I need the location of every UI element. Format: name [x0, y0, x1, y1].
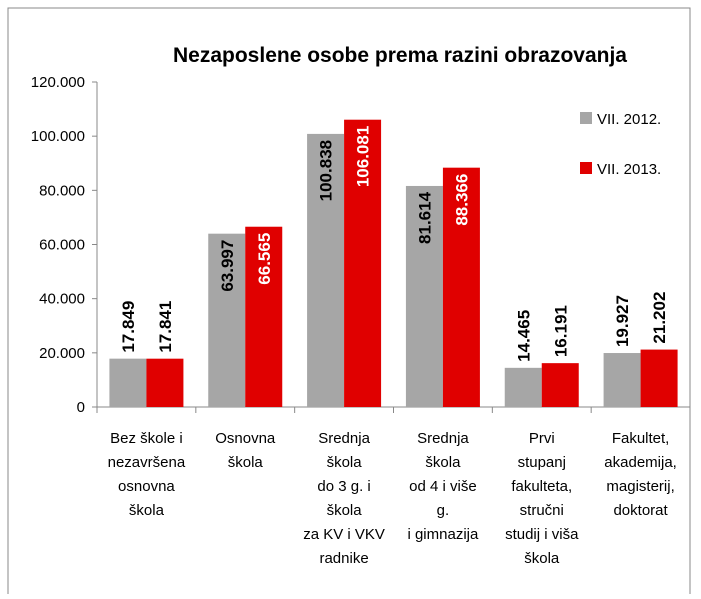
y-tick-label: 40.000: [39, 291, 85, 308]
x-tick-label: Osnovna škola: [215, 430, 276, 471]
x-tick-label-line: osnovna: [118, 478, 175, 495]
bar: [245, 226, 283, 407]
value-label: 66.565: [255, 233, 274, 285]
x-tick-label-line: magisterij,: [606, 478, 674, 495]
x-tick-label-line: Fakultet,: [612, 430, 670, 447]
value-label: 100.838: [317, 140, 336, 201]
x-tick-label-line: škola: [129, 502, 165, 519]
legend-swatch: [580, 162, 592, 174]
bar: [208, 233, 246, 407]
value-label: 17.849: [119, 301, 138, 353]
bar: [504, 367, 542, 407]
bar: [146, 358, 184, 407]
value-label: 88.366: [452, 174, 471, 226]
x-tick-label: Bez škole i nezavršena osnovna škola: [108, 430, 186, 519]
value-label: 17.841: [156, 301, 175, 353]
x-tick-label-line: Srednja: [318, 430, 370, 447]
bar: [109, 358, 147, 407]
x-tick-label: Srednja škola od 4 i više g. i gimnazija: [407, 430, 479, 543]
x-tick-label-line: fakulteta,: [511, 478, 572, 495]
value-label: 19.927: [613, 295, 632, 347]
value-label: 106.081: [354, 126, 373, 187]
y-tick-label: 20.000: [39, 345, 85, 362]
legend-label: VII. 2013.: [597, 161, 661, 178]
bar: [307, 133, 345, 407]
y-tick-label: 80.000: [39, 182, 85, 199]
x-tick-label: Prvi stupanj fakulteta, stručni studij i viš…: [505, 430, 579, 567]
x-tick-label-line: škola: [228, 454, 264, 471]
x-tick-label-line: g.: [437, 502, 450, 519]
bar: [541, 363, 579, 407]
y-tick-label: 60.000: [39, 237, 85, 254]
x-tick-label-line: škola: [327, 454, 363, 471]
x-tick-label-line: Prvi: [529, 430, 555, 447]
bar: [640, 349, 678, 407]
x-tick-label-line: akademija,: [604, 454, 677, 471]
x-tick-label-line: radnike: [319, 550, 368, 567]
x-tick-label-line: od 4 i više: [409, 478, 477, 495]
x-tick-label-line: studij i viša: [505, 526, 579, 543]
value-label: 81.614: [415, 191, 434, 244]
x-tick-label-line: nezavršena: [108, 454, 186, 471]
y-tick-label: 0: [77, 399, 85, 416]
x-tick-label-line: i gimnazija: [407, 526, 479, 543]
x-tick-label: Fakultet, akademija, magisterij, doktorat: [604, 430, 677, 519]
x-tick-label-line: škola: [524, 550, 560, 567]
legend-label: VII. 2012.: [597, 111, 661, 128]
chart-title: Nezaposlene osobe prema razini obrazovan…: [173, 44, 627, 67]
x-tick-label-line: škola: [327, 502, 363, 519]
x-tick-label-line: stupanj: [518, 454, 566, 471]
value-label: 14.465: [514, 310, 533, 362]
x-tick-label-line: Srednja: [417, 430, 469, 447]
x-tick-label-line: do 3 g. i: [317, 478, 370, 495]
bar: [603, 353, 641, 407]
bar: [405, 185, 443, 407]
value-label: 16.191: [551, 305, 570, 357]
x-tick-label-line: za KV i VKV: [303, 526, 385, 543]
value-label: 21.202: [650, 292, 669, 344]
bar: [344, 119, 382, 407]
x-tick-label-line: doktorat: [613, 502, 668, 519]
y-tick-label: 120.000: [31, 74, 85, 91]
legend-swatch: [580, 112, 592, 124]
y-tick-label: 100.000: [31, 128, 85, 145]
x-tick-label-line: Osnovna: [215, 430, 276, 447]
x-tick-label-line: Bez škole i: [110, 430, 183, 447]
x-tick-label-line: stručni: [520, 502, 564, 519]
bar: [442, 167, 480, 407]
x-tick-label-line: škola: [425, 454, 461, 471]
value-label: 63.997: [218, 240, 237, 292]
x-tick-label: Srednja škola do 3 g. i škola za KV i VKV rad…: [303, 430, 385, 567]
